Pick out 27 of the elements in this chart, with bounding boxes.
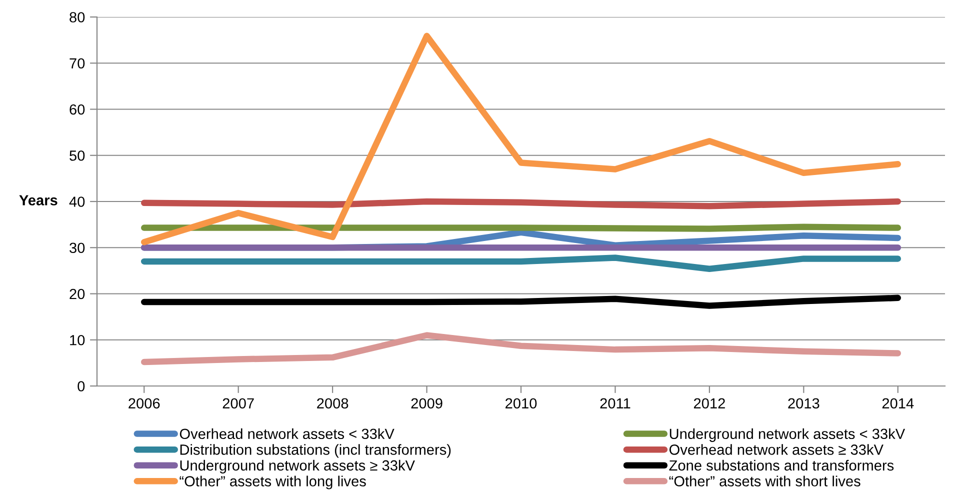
x-tick-label: 2011 — [600, 398, 630, 409]
y-tick-label: 50 — [70, 150, 85, 161]
y-tick-label: 10 — [70, 334, 85, 346]
legend-label: Overhead network assets ≥ 33kV — [669, 444, 884, 455]
legend-label: Zone substations and transformers — [669, 460, 894, 471]
legend-label: Overhead network assets < 33kV — [180, 428, 394, 440]
legend-label: Underground network assets < 33kV — [670, 428, 906, 442]
y-tick-label: 60 — [70, 104, 85, 115]
x-tick-label: 2009 — [411, 398, 442, 409]
x-tick-label: 2012 — [694, 398, 725, 409]
x-tick-label: 2010 — [506, 398, 537, 409]
legend-label: Distribution substations (incl transformers) — [180, 444, 451, 458]
x-tick-label: 2008 — [317, 398, 348, 409]
legend-label: “Other” assets with long lives — [180, 476, 366, 490]
y-axis-title: Years — [19, 195, 58, 206]
y-tick-label: 0 — [78, 381, 85, 392]
x-tick-label: 2007 — [222, 398, 254, 409]
x-tick-label: 2014 — [882, 398, 914, 409]
y-tick-label: 80 — [70, 12, 85, 22]
x-tick-label: 2006 — [128, 398, 160, 409]
y-tick-label: 20 — [70, 288, 85, 300]
legend-label: Underground network assets ≥ 33kV — [180, 460, 415, 474]
legend-label: “Other” assets with short lives — [669, 476, 860, 486]
x-tick-label: 2013 — [788, 398, 820, 409]
y-tick-label: 40 — [69, 196, 85, 207]
y-tick-label: 70 — [70, 58, 85, 69]
y-tick-label: 30 — [70, 242, 85, 254]
